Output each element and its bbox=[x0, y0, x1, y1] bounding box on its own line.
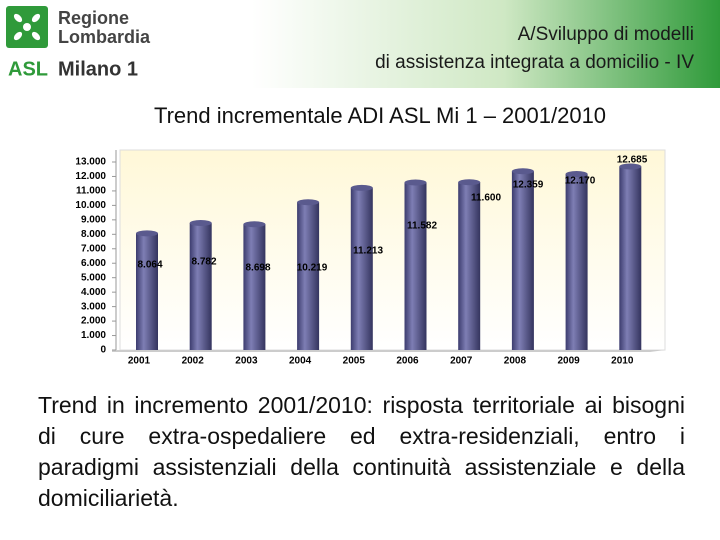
data-label: 8.782 bbox=[191, 257, 216, 268]
x-tick-label: 2002 bbox=[182, 356, 205, 367]
bar bbox=[511, 171, 534, 350]
y-tick-label: 3.000 bbox=[81, 301, 106, 312]
bar bbox=[297, 202, 320, 350]
chart: 0 1.000 2.000 3.000 4.000 5.000 6.000 7.000 8.00… bbox=[75, 149, 666, 367]
header-band bbox=[0, 0, 720, 88]
logo-asl: ASL bbox=[8, 58, 48, 80]
y-tick-label: 5.000 bbox=[81, 272, 106, 283]
bar bbox=[243, 224, 266, 350]
bar-top bbox=[243, 221, 266, 228]
logo-text: Regione bbox=[58, 8, 129, 28]
logo-text: Lombardia bbox=[58, 27, 151, 47]
bar bbox=[350, 187, 373, 350]
x-tick-label: 2001 bbox=[128, 356, 151, 367]
bar bbox=[565, 174, 588, 350]
data-label: 10.219 bbox=[297, 263, 328, 274]
y-tick-label: 6.000 bbox=[81, 258, 106, 269]
data-label: 11.600 bbox=[471, 193, 501, 204]
x-tick-label: 2007 bbox=[450, 356, 473, 367]
y-tick-label: 12.000 bbox=[75, 171, 106, 182]
data-label: 12.685 bbox=[617, 155, 648, 166]
data-label: 12.359 bbox=[513, 180, 544, 191]
x-tick-label: 2006 bbox=[396, 356, 419, 367]
x-tick-label: 2008 bbox=[504, 356, 527, 367]
body-text: Trend in incremento 2001/2010: risposta … bbox=[38, 392, 685, 511]
chart-title: Trend incrementale ADI ASL Mi 1 – 2001/2… bbox=[153, 103, 607, 128]
data-label: 12.170 bbox=[565, 176, 596, 187]
y-tick-label: 1.000 bbox=[81, 330, 106, 341]
data-label: 8.698 bbox=[245, 263, 270, 274]
y-tick-label: 9.000 bbox=[81, 214, 106, 225]
y-tick-label: 2.000 bbox=[81, 316, 106, 327]
bar bbox=[458, 182, 481, 350]
bar-top bbox=[189, 219, 212, 226]
data-label: 11.213 bbox=[353, 246, 383, 257]
bar-top bbox=[297, 199, 320, 206]
logo-city: Milano 1 bbox=[58, 58, 138, 80]
y-tick-label: 11.000 bbox=[76, 186, 106, 197]
slide-title: di assistenza integrata a domicilio - IV bbox=[375, 52, 694, 73]
logo: Regione Lombardia ASL Milano 1 bbox=[6, 6, 151, 80]
bar-top bbox=[136, 230, 158, 237]
bar-top bbox=[619, 163, 642, 170]
bar bbox=[619, 166, 642, 350]
y-tick-label: 7.000 bbox=[81, 243, 106, 254]
bar-top bbox=[458, 179, 481, 186]
x-tick-label: 2009 bbox=[557, 356, 580, 367]
data-label: 11.582 bbox=[407, 221, 437, 232]
logo-symbol bbox=[13, 13, 41, 41]
x-tick-label: 2003 bbox=[235, 356, 258, 367]
bar bbox=[136, 233, 158, 350]
x-tick-label: 2005 bbox=[343, 356, 366, 367]
y-tick-label: 0 bbox=[100, 345, 106, 356]
slide-title: A/Sviluppo di modelli bbox=[517, 24, 694, 45]
bar-top bbox=[565, 171, 588, 178]
y-tick-label: 10.000 bbox=[75, 200, 106, 211]
bar-top bbox=[511, 168, 534, 175]
y-tick-label: 13.000 bbox=[75, 157, 106, 168]
data-label: 8.064 bbox=[137, 260, 162, 271]
y-tick-label: 4.000 bbox=[81, 287, 106, 298]
y-tick-label: 8.000 bbox=[81, 229, 106, 240]
x-tick-label: 2010 bbox=[611, 356, 634, 367]
bar-top bbox=[404, 179, 427, 186]
bar-top bbox=[350, 184, 373, 191]
x-tick-label: 2004 bbox=[289, 356, 312, 367]
bar bbox=[404, 182, 427, 350]
floor bbox=[112, 350, 665, 352]
bar bbox=[189, 222, 212, 350]
